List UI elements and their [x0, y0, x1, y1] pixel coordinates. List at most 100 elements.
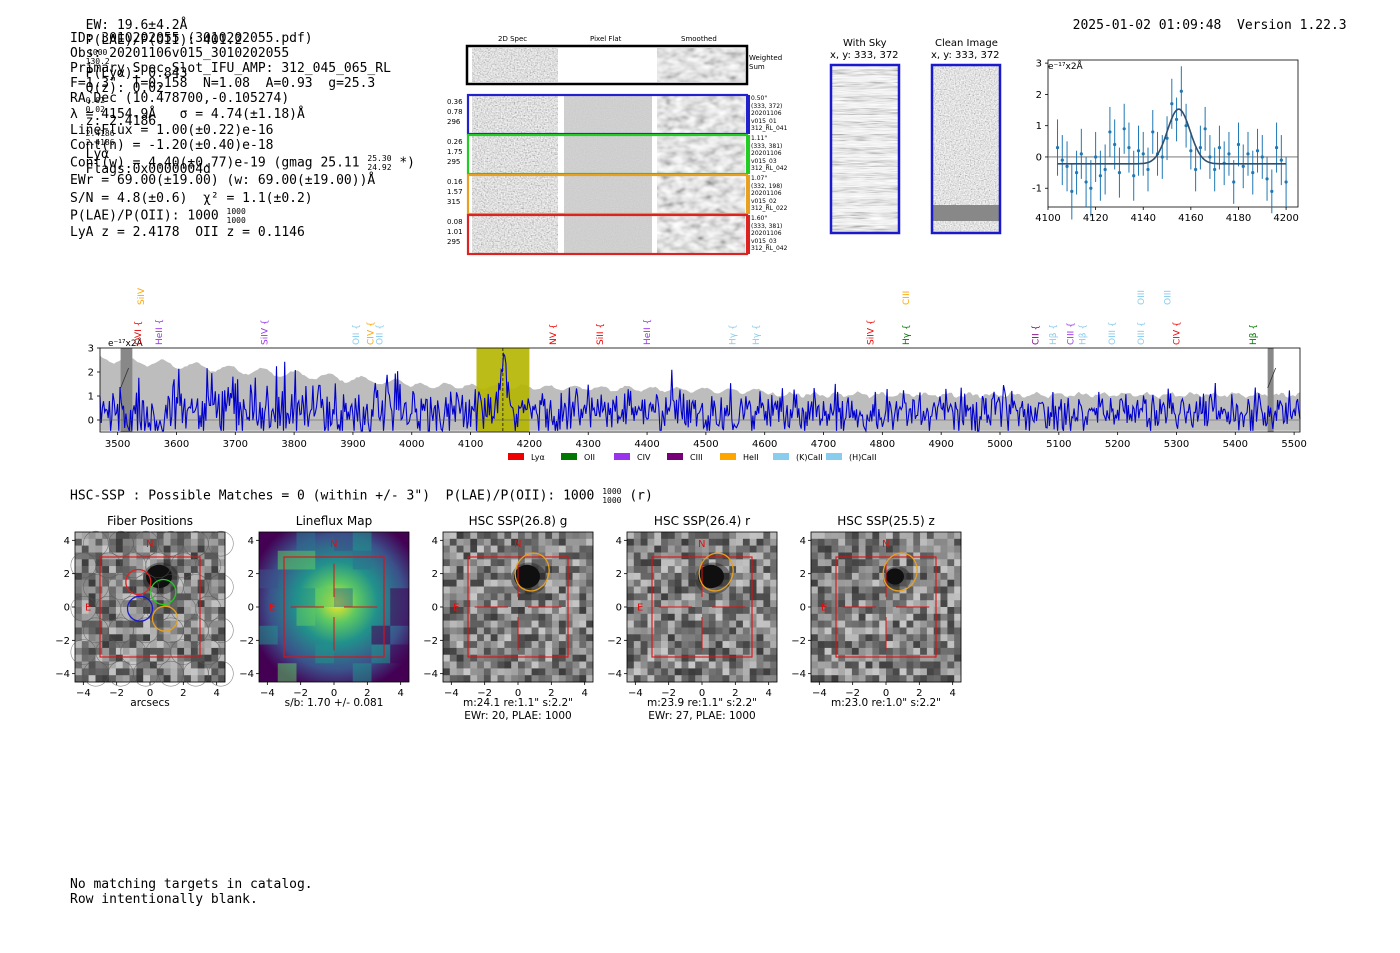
legend-label: OII: [584, 453, 595, 462]
hsc-xtick: −4: [444, 688, 459, 699]
compass-east: E: [85, 602, 91, 613]
header-plae-lo: 130.2: [85, 57, 110, 66]
spectrum-line-label: OIII {: [1137, 321, 1147, 345]
cutout-stat-2-0: 0.16: [447, 178, 463, 186]
info-plae-line: P(LAE)/P(OII): 1000 1000 1000: [70, 207, 246, 225]
hsc-panel-3: N E −4 −4 −2 −2 0 0 2 2 4 4: [607, 531, 778, 699]
fit-xtick: 4180: [1226, 213, 1251, 224]
hsc-xtick: 4: [949, 688, 955, 699]
hsc-ytick: 4: [616, 536, 622, 547]
spectrum-line-label: HeII {: [643, 319, 653, 345]
hsc-ytick: 0: [800, 603, 806, 614]
hsc-panel-title-1: Lineflux Map: [295, 514, 373, 528]
hsc-summary: HSC-SSP : Possible Matches = 0 (within +…: [70, 488, 595, 504]
hsc-ytick: −4: [55, 669, 70, 680]
hsc-search-box: [835, 556, 937, 658]
spectrum-flux-line: [99, 352, 1301, 433]
hsc-panel-title-2: HSC SSP(26.8) g: [468, 514, 568, 528]
fit-axes-frame: [1047, 59, 1299, 208]
fit-point: [1194, 167, 1198, 172]
legend-label: HeII: [743, 453, 759, 462]
spectrum-line-label: SiIV: [137, 287, 147, 305]
spectrum-line-label: OIII: [1137, 290, 1147, 305]
cutout-stat-2-2: 315: [447, 198, 461, 206]
spectrum-xtick: 5000: [987, 439, 1012, 450]
hsc-source: [886, 568, 904, 585]
clean-xy: x, y: 333, 372: [931, 50, 1000, 61]
spectrum-xtick: 4900: [928, 439, 953, 450]
spectrum-xtick: 4000: [399, 439, 424, 450]
fit-point: [1260, 155, 1264, 159]
fit-point: [1060, 158, 1064, 162]
fit-point: [1227, 152, 1231, 156]
spectrum-line-label: CIII {: [1067, 322, 1077, 345]
hsc-panel-1: N E −4 −4 −2 −2 0 0 2 2 4 4: [239, 531, 410, 699]
fit-point: [1246, 152, 1250, 156]
fit-point: [1279, 158, 1283, 162]
fit-point: [1179, 89, 1183, 93]
info-contw: Cont(w) = 4.40(±0.77)e-19 (gmag 25.11: [70, 155, 360, 171]
fit-point: [1284, 180, 1288, 184]
hsc-source: [514, 564, 540, 589]
spectrum-xtick: 4700: [811, 439, 836, 450]
fit-xtick: 4200: [1273, 213, 1298, 224]
cutout-stat-3-0: 0.08: [447, 218, 463, 226]
hsc-panel-4: N E −4 −4 −2 −2 0 0 2 2 4 4: [791, 531, 962, 699]
spectrum-line-label: CIV {: [1172, 321, 1182, 345]
spectrum-line-label: SiII {: [596, 323, 606, 345]
spectrum-xtick: 4500: [693, 439, 718, 450]
fit-point: [1127, 145, 1131, 150]
cutout-info-3-2: 20201106: [751, 230, 782, 238]
fit-point: [1070, 189, 1074, 193]
fit-point: [1117, 170, 1122, 175]
fit-panel: 4100 4120 4140 4160 4180 4200 3 2 1 0 -1: [1032, 59, 1299, 224]
weighted-sum-smoothed: [657, 48, 745, 82]
spectrum-masked-0: [120, 348, 133, 432]
spectrum-xtick: 4600: [752, 439, 777, 450]
spectrum-line-label: Hγ {: [902, 324, 912, 345]
compass-east: E: [453, 602, 459, 613]
hsc-xtick: 4: [213, 688, 219, 699]
fit-xtick: 4140: [1131, 213, 1156, 224]
hsc-panel-title-0: Fiber Positions: [106, 514, 194, 528]
hsc-xtick: −4: [628, 688, 643, 699]
spectrum-xtick: 4100: [458, 439, 483, 450]
hsc-caption-3-1: EWr: 27, PLAE: 1000: [648, 710, 756, 722]
fit-point: [1098, 174, 1102, 178]
fit-point: [1217, 145, 1222, 150]
with-sky-bands: [832, 65, 899, 233]
legend-swatch: [561, 453, 577, 460]
legend-swatch: [667, 453, 683, 460]
spectrum-xtick: 5100: [1046, 439, 1071, 450]
compass-north: N: [330, 539, 337, 550]
cutout-stat-0-2: 296: [447, 118, 461, 126]
info-ewr: EWr = 69.00(±19.00) (w: 69.00(±19.00))Å: [70, 173, 376, 188]
spectrum-line-label: Hβ {: [1078, 324, 1088, 345]
hsc-ytick: −2: [791, 636, 806, 647]
with-sky-frame: [829, 63, 901, 235]
hsc-xtick: −4: [812, 688, 827, 699]
cutout-2dspec-1: [472, 136, 558, 173]
spectrum-xtick: 3900: [340, 439, 365, 450]
col-header-smoothed: Smoothed: [681, 35, 717, 43]
fit-point: [1094, 155, 1098, 159]
hsc-panel-title-4: HSC SSP(25.5) z: [837, 514, 935, 528]
spectrum-axes-frame: [99, 347, 1301, 433]
col-header-pixelflat: Pixel Flat: [590, 35, 622, 43]
info-primary: Primary Spec_Slot_IFU_AMP: 312_045_065_R…: [70, 61, 391, 76]
cutout-stat-2-1: 1.57: [447, 188, 463, 196]
header-z: z: 2.4186: [85, 114, 157, 129]
footer-line2: Row intentionally blank.: [70, 892, 258, 907]
fit-point: [1251, 170, 1255, 175]
header-ew: EW: 19.6±4.2Å: [85, 18, 188, 33]
fit-point: [1055, 145, 1060, 150]
hsc-aperture-ellipse: [698, 552, 734, 592]
cutout-stat-0-1: 0.78: [447, 108, 463, 116]
hsc-aperture-ellipse: [882, 552, 918, 592]
hsc-panel-0: N E −4 −4 −2 −2 0 0 2 2 4 4: [55, 530, 234, 699]
info-plae-lo: 1000: [226, 216, 246, 225]
fit-point: [1236, 142, 1241, 147]
info-sn: S/N = 4.8(±0.6) χ² = 1.1(±0.2): [70, 191, 313, 206]
fit-point: [1241, 164, 1245, 168]
hsc-source: [146, 564, 172, 589]
